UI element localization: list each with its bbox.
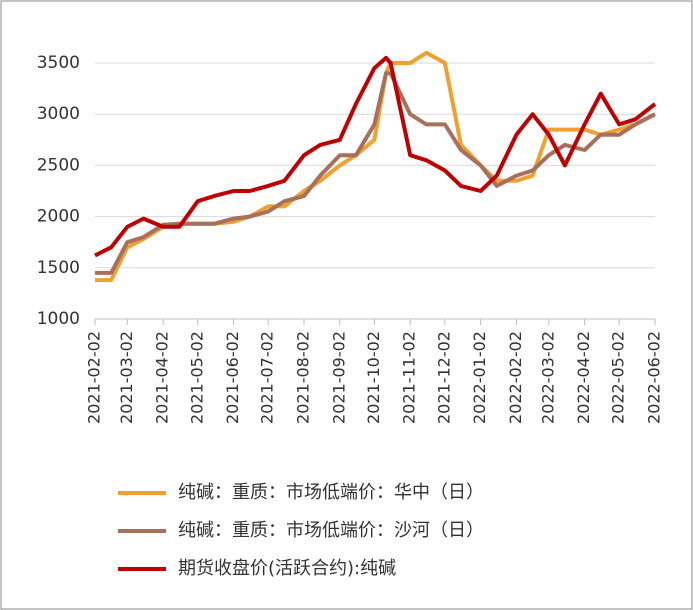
y-tick-label: 2500	[37, 155, 80, 175]
x-tick-label: 2022-01-02	[470, 331, 489, 424]
y-tick-label: 1500	[37, 258, 80, 278]
legend-label: 期货收盘价(活跃合约):纯碱	[178, 558, 396, 579]
legend-label: 纯碱：重质：市场低端价：华中（日）	[178, 482, 484, 503]
x-tick-label: 2021-03-02	[117, 331, 136, 424]
legend-label: 纯碱：重质：市场低端价：沙河（日）	[178, 520, 484, 541]
x-tick-label: 2022-06-02	[645, 331, 664, 424]
x-tick-label: 2022-05-02	[609, 331, 628, 424]
x-tick-label: 2021-04-02	[153, 331, 172, 424]
x-tick-label: 2021-02-02	[85, 331, 104, 424]
y-tick-label: 3000	[37, 104, 80, 124]
x-tick-label: 2021-09-02	[329, 331, 348, 424]
y-tick-label: 1000	[37, 309, 80, 329]
x-tick-label: 2021-07-02	[258, 331, 277, 424]
x-tick-label: 2021-10-02	[364, 331, 383, 424]
x-tick-label: 2021-11-02	[400, 331, 419, 424]
x-tick-label: 2021-06-02	[223, 331, 242, 424]
x-tick-label: 2022-02-02	[506, 331, 525, 424]
x-tick-label: 2021-12-02	[434, 331, 453, 424]
x-tick-label: 2022-04-02	[574, 331, 593, 424]
x-tick-label: 2021-05-02	[187, 331, 206, 424]
x-tick-label: 2021-08-02	[293, 331, 312, 424]
x-tick-label: 2022-03-02	[538, 331, 557, 424]
series-line	[94, 55, 657, 258]
y-tick-label: 3500	[37, 53, 80, 73]
y-tick-label: 2000	[37, 207, 80, 227]
